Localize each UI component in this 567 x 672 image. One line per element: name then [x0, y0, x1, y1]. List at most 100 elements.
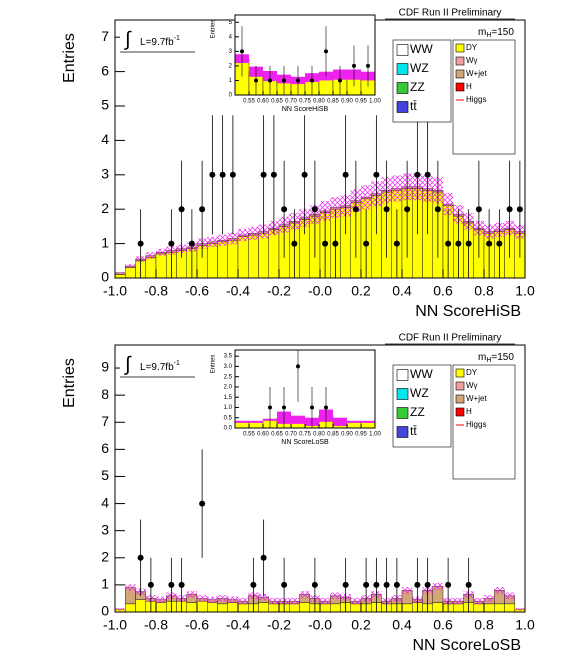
stack-segment — [268, 229, 280, 279]
y-axis-label: Entries — [61, 33, 78, 83]
legend-swatch — [396, 369, 409, 381]
x-tick-label: 0.60 — [257, 432, 269, 438]
data-point — [424, 171, 431, 178]
uncertainty-band — [391, 175, 402, 202]
data-point — [137, 240, 144, 247]
y-tick-label: 4 — [101, 494, 109, 510]
y-tick-label: 0 — [101, 269, 109, 285]
data-point — [270, 171, 277, 178]
x-tick-label: 0.70 — [285, 432, 297, 438]
uncertainty-band — [156, 248, 167, 256]
stack-segment — [504, 603, 515, 613]
data-point — [366, 63, 370, 68]
data-point — [373, 581, 380, 588]
uncertainty-band — [350, 597, 361, 605]
uncertainty-band — [330, 197, 341, 218]
legend-swatch — [455, 69, 465, 79]
uncertainty-band — [361, 185, 372, 210]
stack-segment — [114, 274, 126, 279]
y-tick-label: 1 — [101, 234, 109, 250]
x-tick-label: 0.75 — [299, 432, 311, 438]
data-point — [311, 206, 318, 213]
legend-swatch — [455, 407, 465, 417]
data-point — [168, 240, 175, 247]
data-point — [301, 171, 308, 178]
x-tick-label: -0.0 — [308, 617, 332, 633]
uncertainty-band — [514, 607, 525, 611]
legend-label: DY — [466, 43, 478, 52]
data-point — [310, 405, 314, 410]
uncertainty-band — [484, 595, 495, 602]
legend-swatch — [455, 82, 465, 92]
data-point — [434, 206, 441, 213]
x-tick-label: 0.55 — [243, 99, 255, 105]
stack-segment — [155, 253, 167, 279]
y-tick-label: 2.0 — [224, 385, 233, 391]
x-tick-label: 0.90 — [341, 99, 353, 105]
lumi-label: L=9.7fb-1 — [140, 35, 180, 48]
x-tick-label: -1.0 — [103, 617, 127, 633]
data-point — [188, 240, 195, 247]
mass-label: mH=150 — [478, 27, 514, 39]
data-point — [209, 171, 216, 178]
uncertainty-band — [333, 417, 347, 426]
lumi-integral: ∫ — [124, 353, 132, 375]
y-tick-label: 1 — [229, 78, 233, 84]
data-point — [178, 581, 185, 588]
stack-segment — [248, 234, 259, 279]
x-tick-label: -0.8 — [144, 617, 168, 633]
stack-segment — [145, 257, 157, 279]
lumi-sup: -1 — [174, 35, 180, 42]
lumi-box — [120, 347, 195, 377]
plot-frame — [235, 350, 375, 428]
uncertainty-band — [291, 415, 305, 424]
legend-swatch — [455, 43, 465, 53]
legend-swatch — [455, 368, 465, 378]
x-tick-label: 0.65 — [271, 432, 283, 438]
x-tick-label: 0.95 — [355, 99, 367, 105]
y-tick-label: 6 — [101, 440, 109, 456]
lumi-integral: ∫ — [124, 28, 132, 50]
data-point — [393, 240, 400, 247]
title-box — [385, 7, 515, 19]
y-tick-label: 3 — [229, 49, 233, 55]
uncertainty-band — [361, 420, 375, 423]
lumi-label: L=9.7fb-1 — [140, 360, 180, 373]
uncertainty-band — [504, 592, 515, 599]
stack-segment — [125, 267, 136, 279]
mass-label: mH=150 — [478, 352, 514, 364]
uncertainty-band — [289, 597, 300, 605]
lumi-box — [120, 22, 195, 52]
y-tick-label: 0.0 — [224, 426, 233, 432]
legend-label: tt̄ — [410, 99, 417, 113]
x-tick-label: -0.4 — [226, 283, 250, 299]
legend-swatch — [396, 407, 409, 419]
y-tick-label: 4 — [229, 34, 233, 40]
data-point — [324, 49, 328, 54]
mass-symbol: m — [478, 27, 486, 38]
x-tick-label: 0.2 — [351, 283, 371, 299]
legend-swatch — [455, 56, 465, 66]
data-point — [475, 206, 482, 213]
stack-segment — [432, 602, 444, 613]
x-tick-label: 0.80 — [313, 432, 325, 438]
x-tick-label: 1.0 — [515, 283, 535, 299]
x-tick-label: 0.6 — [433, 617, 453, 633]
x-tick-label: 0.65 — [271, 99, 283, 105]
x-tick-label: 0.55 — [243, 432, 255, 438]
y-tick-label: 1.0 — [224, 405, 233, 411]
uncertainty-band — [186, 591, 197, 598]
stack-segment — [494, 603, 505, 613]
stack-segment — [207, 243, 218, 279]
uncertainty-band — [217, 595, 228, 602]
legend-label: ZZ — [410, 405, 425, 419]
stack-segment — [186, 602, 198, 613]
mass-sub: H — [486, 357, 491, 364]
x-tick-label: 0.8 — [474, 617, 494, 633]
data-point — [199, 500, 206, 507]
lumi-text: L=9.7fb — [140, 37, 174, 48]
data-point — [199, 206, 206, 213]
data-point — [147, 581, 154, 588]
data-point — [332, 240, 339, 247]
data-point — [424, 581, 431, 588]
